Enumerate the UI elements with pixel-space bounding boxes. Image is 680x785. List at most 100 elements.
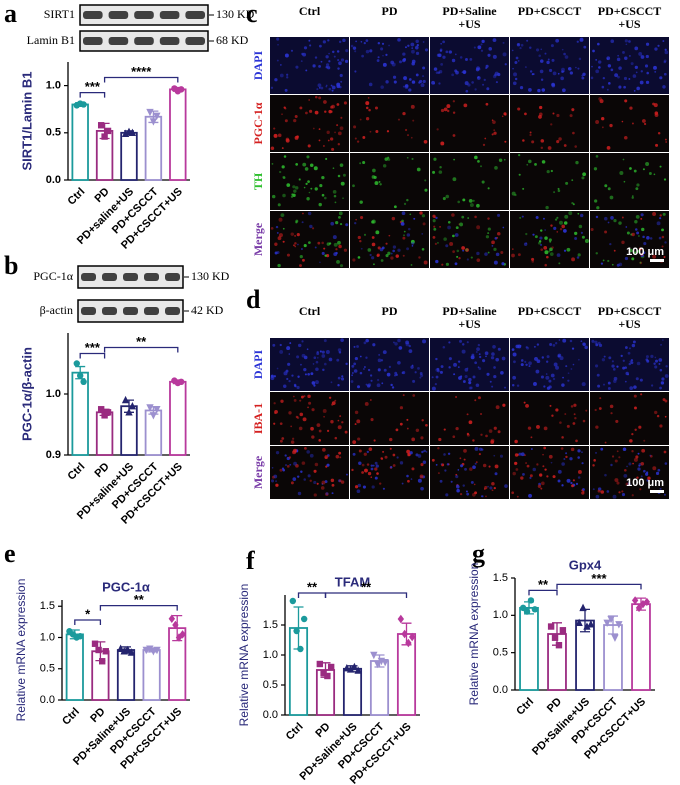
cell — [657, 44, 660, 47]
cell — [290, 49, 294, 52]
cell — [647, 476, 651, 480]
cell — [622, 447, 627, 452]
cell — [629, 347, 631, 350]
micrograph-tile — [590, 153, 669, 210]
cell — [543, 426, 548, 431]
cell — [551, 58, 555, 62]
cell — [652, 466, 657, 471]
data-point — [97, 122, 105, 129]
cell — [436, 241, 439, 244]
cell — [540, 139, 545, 143]
cell — [386, 372, 391, 377]
data-point — [149, 412, 158, 420]
cell — [415, 428, 420, 433]
cell — [635, 455, 639, 459]
data-point — [324, 672, 331, 680]
cell — [300, 60, 303, 62]
cell — [309, 163, 314, 168]
cell — [422, 79, 426, 84]
cell — [621, 216, 624, 219]
cell — [482, 359, 486, 363]
cell — [406, 449, 411, 454]
cell — [331, 147, 335, 151]
cell — [565, 181, 569, 185]
cell — [563, 52, 566, 56]
data-point — [397, 614, 405, 624]
cell — [318, 202, 322, 207]
cell — [308, 39, 311, 42]
cell — [537, 88, 541, 93]
cell — [607, 64, 612, 68]
cell — [438, 170, 443, 174]
cell — [631, 195, 634, 197]
cell — [279, 439, 283, 443]
cell — [594, 364, 599, 368]
cell — [532, 73, 535, 75]
cell — [359, 239, 362, 243]
cell — [561, 70, 564, 73]
cell — [503, 158, 506, 161]
cell — [598, 97, 602, 101]
cell — [326, 242, 331, 246]
cell — [581, 235, 585, 239]
cell — [284, 53, 289, 58]
cell — [624, 99, 628, 103]
cell — [584, 238, 589, 243]
cell — [443, 453, 446, 456]
cell — [442, 197, 446, 201]
cell — [273, 474, 278, 479]
cell — [319, 261, 321, 264]
cell — [625, 346, 628, 349]
x-tick-label: Ctrl — [284, 721, 306, 743]
cell — [356, 385, 361, 389]
cell — [318, 439, 321, 442]
cell — [373, 263, 375, 266]
cell — [457, 366, 460, 368]
cell — [323, 247, 326, 250]
cell — [648, 172, 652, 175]
cell — [452, 435, 456, 439]
cell — [313, 166, 318, 171]
cell — [445, 493, 449, 497]
cell — [273, 402, 276, 405]
cell — [640, 253, 644, 256]
cell — [487, 227, 491, 231]
cell — [456, 488, 460, 493]
cell — [308, 99, 311, 101]
cell — [495, 81, 498, 84]
cell — [610, 463, 613, 467]
cell — [581, 489, 583, 492]
cell — [476, 347, 480, 352]
cell — [448, 50, 452, 54]
data-point — [531, 606, 539, 613]
cell — [663, 493, 666, 496]
cell — [439, 226, 441, 228]
cell — [544, 52, 547, 55]
cell — [359, 371, 363, 375]
cell — [314, 187, 318, 191]
cell — [422, 41, 425, 43]
cell — [458, 256, 461, 260]
cell — [484, 351, 489, 356]
cell — [313, 469, 317, 473]
cell — [563, 458, 566, 461]
cell — [462, 343, 465, 346]
micrograph-tile — [590, 211, 669, 268]
cell — [419, 372, 423, 375]
cell — [596, 373, 600, 377]
cell — [623, 136, 628, 140]
cell — [334, 436, 338, 440]
cell — [554, 218, 558, 221]
cell — [435, 259, 439, 264]
cell — [570, 405, 574, 408]
cell — [609, 195, 614, 200]
cell — [654, 47, 658, 51]
cell — [411, 61, 415, 66]
cell — [534, 235, 538, 239]
cell — [466, 492, 470, 496]
cell — [563, 229, 567, 233]
cell — [606, 88, 609, 91]
cell — [653, 103, 658, 108]
y-tick-label: 1.0 — [46, 80, 61, 92]
cell — [293, 383, 297, 387]
